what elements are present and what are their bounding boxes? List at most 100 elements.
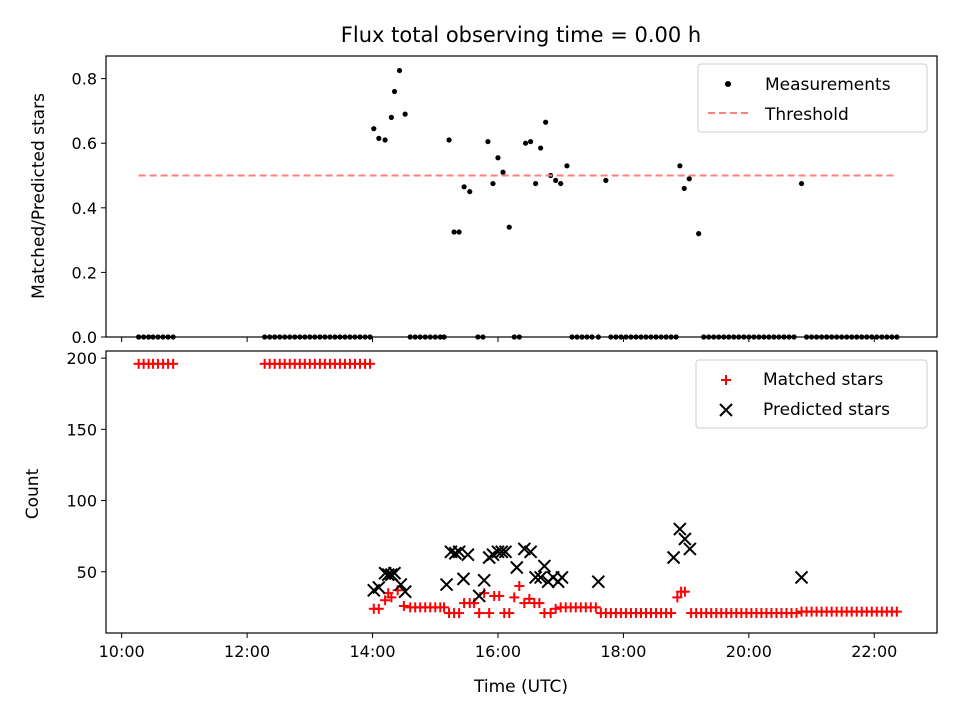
measurements-point xyxy=(681,185,687,192)
top-y-tick-label: 0.8 xyxy=(72,70,97,89)
top-y-axis-label: Matched/Predicted stars xyxy=(29,93,49,299)
measurements-point xyxy=(543,119,549,125)
matched-stars-point xyxy=(509,592,520,603)
predicted-stars-point xyxy=(495,545,509,559)
bottom-x-tick-label: 10:00 xyxy=(99,642,145,661)
measurements-point xyxy=(446,137,452,143)
top-y-tick-label: 0.0 xyxy=(72,328,97,347)
legend-marker-predicted xyxy=(719,403,733,417)
bottom-x-tick-label: 12:00 xyxy=(224,642,270,661)
predicted-stars-point xyxy=(398,584,412,599)
measurements-point xyxy=(371,126,377,132)
measurements-point xyxy=(522,140,529,146)
measurements-point xyxy=(495,155,501,161)
measurements-point xyxy=(533,180,539,187)
predicted-stars-point xyxy=(394,577,408,592)
matched-stars-point xyxy=(534,598,545,609)
measurements-point xyxy=(564,163,570,169)
measurements-point xyxy=(677,163,683,169)
predicted-stars-point xyxy=(498,545,513,559)
matched-stars-point xyxy=(590,602,601,613)
legend-label-threshold: Threshold xyxy=(764,105,849,125)
measurements-point xyxy=(402,111,408,117)
predicted-stars-point xyxy=(678,532,692,546)
measurements-point xyxy=(696,231,702,237)
matched-stars-point xyxy=(504,608,515,619)
matched-stars-point xyxy=(365,358,376,369)
top-legend-box xyxy=(697,63,928,133)
matched-stars-point xyxy=(891,606,902,617)
predicted-stars-point xyxy=(387,566,402,580)
top-y-tick-label: 0.2 xyxy=(72,263,97,282)
predicted-stars-point xyxy=(461,547,475,562)
bottom-axes-frame xyxy=(105,350,938,634)
matched-stars-point xyxy=(484,608,495,619)
matched-stars-point xyxy=(672,592,683,603)
bottom-plot-area: 50 100 150 200 10:00 12:00 14:00 16:00 18:00 20:0… xyxy=(66,349,902,661)
measurements-point xyxy=(382,137,388,143)
predicted-stars-point xyxy=(372,580,386,595)
predicted-stars-point xyxy=(591,575,606,589)
measurements-point xyxy=(388,114,394,120)
matched-stars-point xyxy=(168,358,179,369)
measurements-point xyxy=(500,169,506,175)
measurements-point xyxy=(451,229,457,235)
matched-stars-point xyxy=(679,586,690,597)
matched-stars-point xyxy=(519,598,530,609)
matched-stars-point xyxy=(494,590,505,601)
matched-stars-point xyxy=(791,608,802,619)
top-y-tick-label: 0.4 xyxy=(72,199,97,218)
matched-stars-point xyxy=(439,602,450,613)
predicted-stars-point xyxy=(448,546,463,560)
matched-stars-point xyxy=(545,608,556,619)
measurements-point xyxy=(456,229,462,235)
matched-stars-point xyxy=(386,592,397,603)
matched-stars-point xyxy=(514,581,525,591)
matched-stars-point xyxy=(380,595,391,606)
matched-stars-point xyxy=(524,593,535,604)
legend-label-measurements: Measurements xyxy=(765,75,891,95)
bottom-y-tick-label: 100 xyxy=(66,492,97,511)
predicted-stars-point xyxy=(528,570,543,585)
bottom-legend: Matched stars Predicted stars xyxy=(695,359,928,429)
predicted-stars-point xyxy=(456,572,471,586)
bottom-x-tick-label: 16:00 xyxy=(475,642,521,661)
predicted-stars-point xyxy=(510,560,524,575)
legend-label-matched: Matched stars xyxy=(763,370,883,390)
measurements-point xyxy=(485,138,491,145)
predicted-stars-point xyxy=(439,577,454,592)
matched-stars-point xyxy=(373,603,384,614)
matched-stars-point xyxy=(666,608,677,619)
bottom-x-tick-label: 22:00 xyxy=(851,642,897,661)
predicted-stars-point xyxy=(537,559,552,573)
predicted-stars-point xyxy=(533,570,548,585)
x-axis-label: Time (UTC) xyxy=(473,677,568,697)
legend-marker-measurements xyxy=(725,81,731,87)
predicted-stars-point xyxy=(477,573,491,588)
measurements-point xyxy=(467,189,473,195)
measurements-point xyxy=(538,145,544,151)
predicted-stars-point xyxy=(794,570,809,585)
measurements-point xyxy=(461,184,467,190)
predicted-stars-point xyxy=(555,570,569,585)
predicted-stars-point xyxy=(452,545,466,559)
matched-stars-point xyxy=(398,600,409,611)
top-axes-frame xyxy=(105,55,938,338)
predicted-stars-point xyxy=(683,542,697,556)
bottom-y-tick-label: 200 xyxy=(66,349,97,368)
measurements-point xyxy=(558,180,564,187)
bottom-y-tick-label: 150 xyxy=(66,420,97,439)
measurements-point xyxy=(490,180,496,187)
measurements-point xyxy=(396,67,403,74)
measurements-point xyxy=(553,177,559,183)
measurements-point xyxy=(686,176,692,182)
predicted-stars-point xyxy=(673,522,687,536)
bottom-y-tick-label: 50 xyxy=(77,563,97,582)
measurements-point xyxy=(527,138,534,145)
predicted-stars-point xyxy=(523,545,538,559)
top-legend: Measurements Threshold xyxy=(697,63,928,133)
predicted-stars-point xyxy=(472,589,486,603)
measurements-point xyxy=(798,180,805,187)
measurements-point xyxy=(391,88,398,95)
